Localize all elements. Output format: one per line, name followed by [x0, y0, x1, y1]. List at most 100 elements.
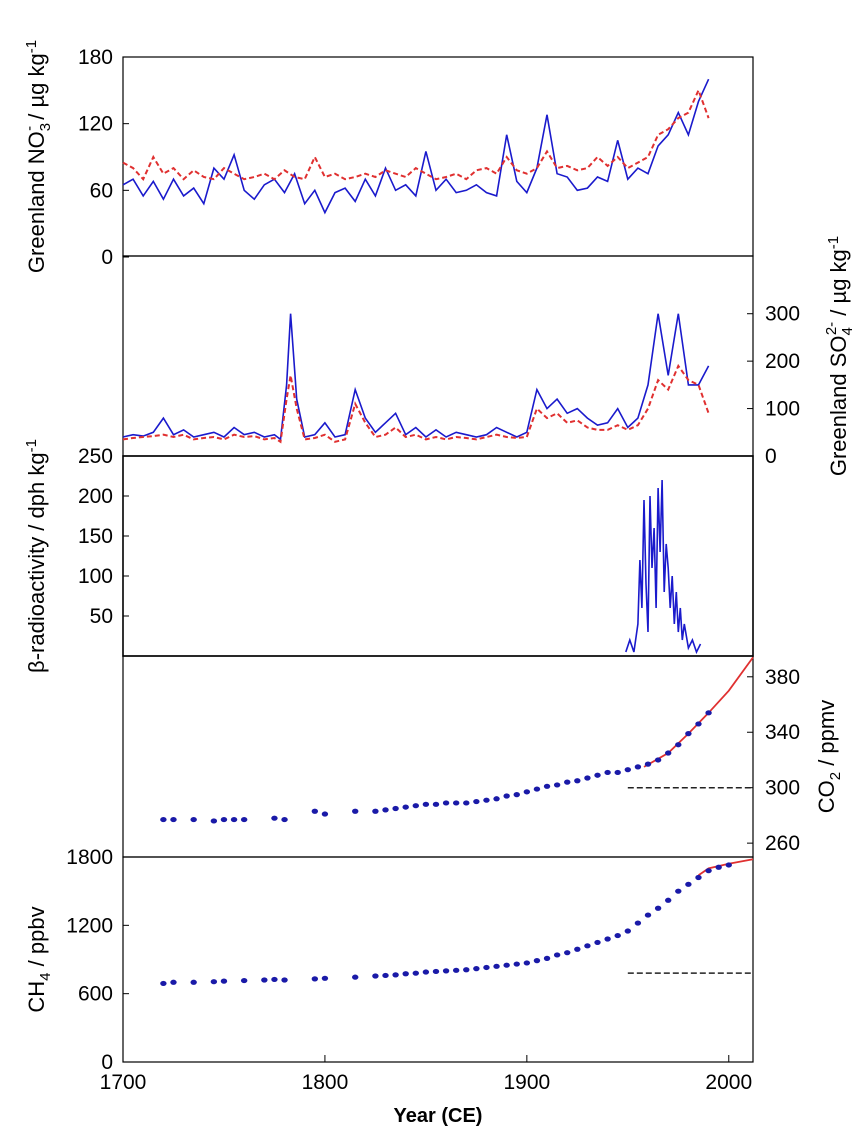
data-point [654, 757, 662, 763]
data-point [452, 800, 460, 806]
data-point [584, 943, 591, 949]
instrumental-line [697, 858, 754, 876]
y-label-subscript: 4 [839, 327, 856, 335]
data-point [372, 973, 379, 979]
y-axis-label: Greenland SO42- / µg kg-1 [823, 236, 856, 476]
data-point [352, 808, 359, 814]
data-point [685, 881, 692, 887]
data-point [624, 928, 632, 934]
panel-nitrate: 0 60 120 180 Greenland NO3- / µg kg-1 [21, 40, 754, 273]
data-point [372, 808, 379, 814]
panel-frame [122, 255, 754, 457]
y-label-unit-superscript: -1 [23, 40, 40, 53]
y-label-subscript: 2 [827, 772, 844, 780]
panel-frame [122, 455, 754, 657]
data-point [594, 772, 601, 778]
y-tick-label: 0 [765, 445, 777, 468]
data-point [594, 939, 601, 946]
series-line-solid [122, 313, 710, 441]
data-point [412, 803, 419, 809]
data-point [473, 798, 480, 805]
data-point [432, 801, 440, 807]
y-label-main: β-radioactivity / dph kg [24, 452, 49, 673]
panel-frame [122, 56, 754, 257]
data-point [261, 977, 268, 983]
data-point [695, 874, 702, 881]
data-point [170, 816, 177, 823]
data-point [493, 796, 500, 802]
panel-ch4: 0 600 1200 1800 CH4 / ppbv [24, 846, 754, 1074]
y-label-main: CH [24, 981, 49, 1013]
x-axis-label: Year (CE) [394, 1105, 483, 1127]
data-point [503, 793, 510, 799]
x-tick-label: 1900 [503, 1071, 550, 1094]
data-point [463, 967, 470, 973]
data-point [220, 816, 228, 823]
data-point [624, 767, 632, 773]
panel-beta: 50 100 150 200 250 β-radioactivity / dph kg-1 [23, 439, 754, 673]
y-tick-label: 120 [78, 113, 113, 136]
data-point [685, 731, 692, 737]
y-label-main: Greenland SO [826, 336, 851, 477]
y-label-unit: / ppmv [814, 700, 839, 772]
data-point [271, 815, 278, 821]
y-label-unit: / ppbv [24, 906, 49, 972]
series-line-solid [625, 479, 702, 655]
data-point [160, 980, 167, 987]
y-tick-label: 0 [101, 246, 113, 269]
y-tick-label: 340 [765, 721, 800, 744]
data-point [614, 932, 621, 939]
data-point [190, 979, 197, 985]
data-point [644, 761, 652, 767]
panel-sulfate: 0 100 200 300 Greenland SO42- / µg kg-1 [122, 236, 856, 476]
data-point [564, 779, 571, 785]
data-point [634, 764, 642, 770]
data-point [160, 816, 167, 823]
y-axis-label: β-radioactivity / dph kg-1 [23, 439, 49, 673]
x-tick-label: 1700 [100, 1071, 147, 1094]
data-point [543, 783, 551, 789]
data-point [463, 800, 470, 806]
data-point [210, 818, 218, 824]
y-tick-label: 1200 [66, 914, 113, 937]
data-point [442, 800, 450, 806]
y-label-main: CO [814, 780, 839, 813]
data-point [240, 816, 248, 823]
data-point [695, 721, 702, 727]
y-tick-label: 300 [765, 777, 800, 800]
data-point [281, 816, 288, 823]
data-point [705, 868, 712, 874]
data-point [664, 897, 672, 903]
data-point [493, 963, 500, 969]
y-label-superscript: 2- [823, 322, 840, 335]
data-point [675, 742, 682, 748]
panel-frame [122, 856, 754, 1063]
y-label-subscript: 3 [37, 123, 54, 131]
data-point [442, 968, 450, 974]
y-tick-label: 260 [765, 832, 800, 855]
data-point [543, 955, 551, 961]
data-point [311, 976, 319, 982]
y-label-unit: / µg kg [826, 249, 851, 322]
y-tick-label: 100 [78, 565, 113, 588]
data-point [392, 972, 399, 978]
data-point [654, 905, 662, 911]
y-label-superscript: - [21, 126, 38, 131]
data-point [392, 805, 399, 812]
data-point [483, 797, 490, 803]
panel-co2: 260 300 340 380 CO2 / ppmv [122, 655, 844, 858]
y-tick-label: 600 [78, 983, 113, 1006]
data-point [503, 962, 510, 968]
data-point [523, 960, 531, 966]
data-point [644, 912, 652, 918]
data-point [240, 977, 248, 984]
instrumental-line [643, 656, 754, 768]
data-point [604, 936, 611, 942]
y-label-subscript: 4 [37, 972, 54, 980]
y-tick-label: 300 [765, 303, 800, 326]
data-point [402, 971, 409, 977]
y-tick-label: 1800 [66, 846, 113, 869]
data-point [533, 786, 541, 792]
data-point [614, 769, 621, 776]
data-point [321, 811, 329, 817]
